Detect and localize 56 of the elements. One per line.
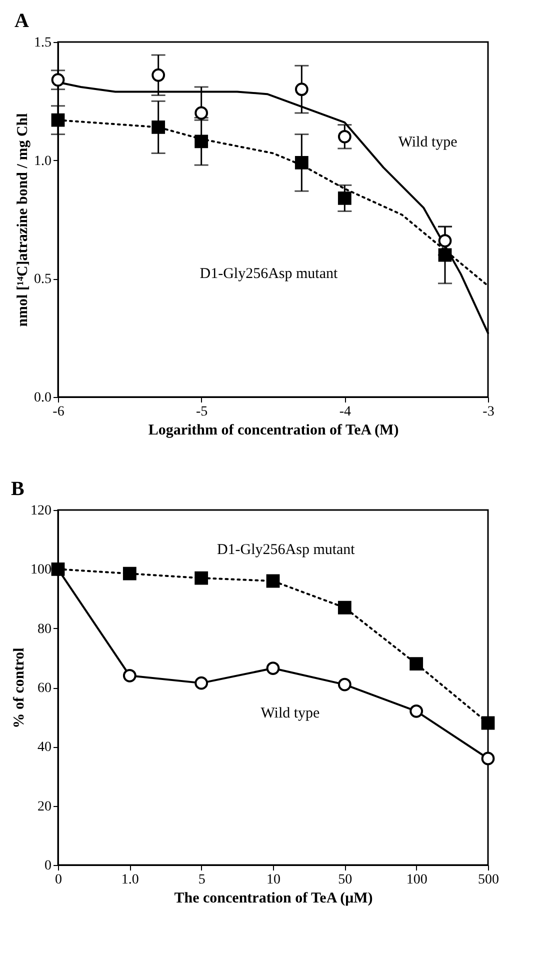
annotation: Wild type (260, 705, 320, 722)
point (122, 566, 136, 580)
point (194, 106, 208, 120)
point (266, 574, 280, 588)
point (122, 668, 136, 682)
x-tick-label: -5 (196, 404, 208, 420)
x-tick-label: 500 (478, 872, 499, 888)
y-tick-label: 0 (44, 858, 52, 874)
x-tick-label: 50 (338, 872, 352, 888)
y-tick-label: 40 (38, 740, 52, 756)
annotation: D1-Gly256Asp mutant (200, 266, 338, 282)
point (51, 113, 65, 127)
x-tick-label: -6 (52, 404, 64, 420)
x-axis-title: The concentration of TeA (μM) (174, 890, 373, 906)
y-tick-label: 20 (38, 799, 52, 814)
point (294, 82, 308, 96)
point (294, 156, 308, 170)
point (338, 130, 352, 144)
x-axis-title: Logarithm of concentration of TeA (M) (148, 422, 399, 438)
x-tick-label: -4 (339, 404, 352, 420)
y-axis-title: % of control (12, 648, 28, 728)
y-tick-label: 1.0 (34, 154, 52, 169)
y-tick-label: 120 (30, 504, 52, 518)
y-tick-label: 0.0 (34, 390, 52, 406)
annotation: Wild type (398, 134, 458, 150)
chart-title: B (11, 478, 24, 500)
point (266, 662, 280, 675)
x-tick-label: 0 (55, 872, 62, 888)
y-tick-label: 1.5 (34, 36, 52, 50)
y-axis-title: nmol [¹⁴C]atrazine bond / mg Chl (15, 113, 31, 327)
x-tick-label: 100 (406, 872, 428, 888)
point (152, 120, 166, 134)
x-tick-label: 5 (198, 872, 206, 888)
chart-title: A (14, 10, 30, 32)
point (410, 657, 424, 671)
x-tick-label: 1.0 (121, 872, 139, 888)
point (194, 676, 208, 690)
point (152, 68, 166, 82)
y-tick-label: 60 (38, 681, 52, 696)
y-tick-label: 80 (38, 622, 52, 637)
y-tick-label: 100 (30, 562, 52, 578)
point (338, 678, 352, 692)
x-tick-label: 10 (266, 872, 280, 888)
point (194, 134, 208, 148)
point (410, 704, 424, 718)
x-tick-label: -3 (482, 404, 494, 420)
point (338, 192, 352, 205)
point (438, 234, 452, 248)
point (51, 73, 65, 87)
point (481, 716, 495, 730)
y-tick-label: 0.5 (34, 272, 52, 288)
point (481, 752, 495, 766)
point (338, 600, 352, 614)
point (194, 571, 208, 585)
point (438, 248, 452, 262)
annotation: D1-Gly256Asp mutant (216, 542, 356, 558)
